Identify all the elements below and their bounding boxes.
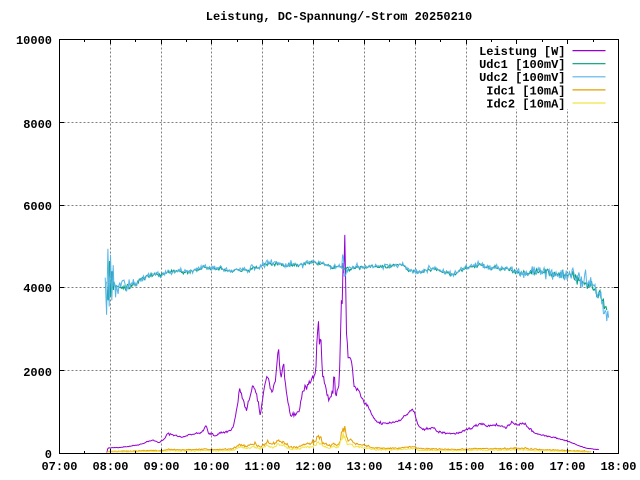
svg-text:08:00: 08:00 [92,460,128,474]
svg-text:17:00: 17:00 [549,460,585,474]
svg-text:13:00: 13:00 [346,460,382,474]
svg-text:2000: 2000 [23,366,52,380]
svg-text:10:00: 10:00 [193,460,229,474]
svg-text:18:00: 18:00 [600,460,636,474]
svg-text:09:00: 09:00 [143,460,179,474]
svg-text:15:00: 15:00 [448,460,484,474]
svg-text:14:00: 14:00 [397,460,433,474]
svg-text:8000: 8000 [23,118,52,132]
svg-text:Idc1 [10mA]: Idc1 [10mA] [486,84,565,98]
svg-text:12:00: 12:00 [295,460,331,474]
svg-text:4000: 4000 [23,282,52,296]
svg-text:16:00: 16:00 [498,460,534,474]
svg-text:Leistung, DC-Spannung/-Strom 2: Leistung, DC-Spannung/-Strom 20250210 [206,10,472,24]
svg-text:07:00: 07:00 [41,460,77,474]
svg-text:Leistung [W]: Leistung [W] [479,45,565,59]
svg-text:Udc2 [100mV]: Udc2 [100mV] [479,71,565,85]
svg-text:Udc1 [100mV]: Udc1 [100mV] [479,58,565,72]
svg-text:Idc2 [10mA]: Idc2 [10mA] [486,97,565,111]
svg-text:10000: 10000 [16,34,52,48]
svg-text:6000: 6000 [23,200,52,214]
svg-text:11:00: 11:00 [244,460,280,474]
svg-text:0: 0 [45,448,52,462]
